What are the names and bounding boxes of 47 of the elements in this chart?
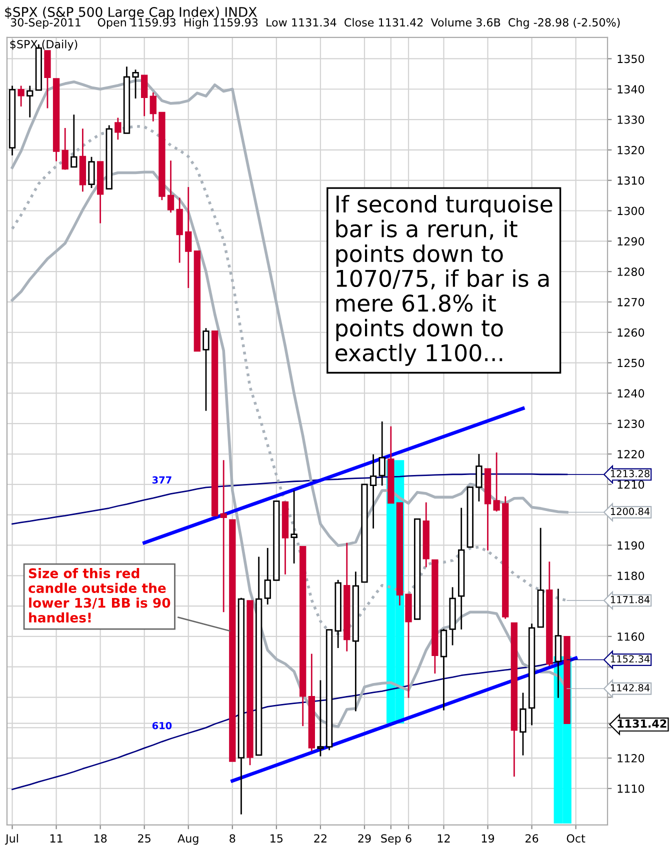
annotation: $SPX (Daily) bbox=[10, 40, 78, 51]
x-tick-label: 22 bbox=[314, 834, 326, 842]
y-tick-label: 1220 bbox=[618, 450, 644, 458]
x-tick-label: Sep bbox=[381, 834, 401, 845]
y-tick-label: 1210 bbox=[618, 480, 644, 489]
x-tick-label: 11 bbox=[50, 834, 62, 842]
y-tick-label: 1230 bbox=[618, 420, 644, 428]
y-tick-label: 1120 bbox=[618, 754, 644, 762]
x-tick-label: 8 bbox=[230, 834, 236, 843]
x-tick-label: 15 bbox=[270, 834, 283, 843]
y-tick-label: 1260 bbox=[618, 328, 644, 337]
annotation: Size of this red candle outside the lower 13/1 BB is 90 handles! bbox=[28, 568, 170, 623]
data-label: 1171.84 bbox=[610, 596, 650, 604]
x-tick-label: 29 bbox=[358, 834, 371, 843]
y-tick-label: 1250 bbox=[618, 358, 644, 368]
data-label: 1200.84 bbox=[610, 508, 650, 516]
x-tick-label: 6 bbox=[406, 834, 412, 843]
x-tick-label: Jul bbox=[4, 834, 18, 845]
x-tick-label: 18 bbox=[94, 834, 107, 843]
y-tick-label: 1240 bbox=[618, 389, 644, 398]
data-label: 1213.28 bbox=[610, 470, 650, 478]
x-tick-label: Aug bbox=[178, 834, 198, 845]
chart-subtitle: 30-Sep-2011 bbox=[10, 18, 80, 29]
data-label: 1152.34 bbox=[610, 655, 650, 663]
y-tick-label: 1270 bbox=[618, 298, 644, 306]
y-tick-label: 1180 bbox=[618, 572, 644, 580]
y-tick-label: 1310 bbox=[618, 176, 644, 185]
annotation: If second turquoise bar is a rerun, it points down to 1070/75, if bar is a mere 61.8% it points down to exactly 1100... bbox=[336, 194, 552, 366]
x-tick-label: 19 bbox=[482, 834, 494, 843]
x-tick-label: 26 bbox=[526, 834, 538, 843]
y-tick-label: 1320 bbox=[618, 146, 644, 154]
series-label: 377 bbox=[152, 476, 172, 484]
data-label: 1142.84 bbox=[610, 684, 650, 692]
y-tick-label: 1280 bbox=[618, 268, 644, 276]
y-tick-label: 1330 bbox=[618, 116, 644, 124]
y-tick-label: 1290 bbox=[618, 237, 644, 246]
y-tick-label: 1340 bbox=[618, 85, 644, 94]
y-tick-label: 1190 bbox=[618, 541, 644, 550]
y-tick-label: 1131.42 bbox=[618, 719, 666, 728]
x-tick-label: 25 bbox=[138, 834, 150, 843]
y-tick-label: 1300 bbox=[618, 206, 644, 216]
y-tick-label: 1350 bbox=[618, 54, 644, 64]
x-tick-label: 12 bbox=[438, 834, 450, 842]
series-label: 610 bbox=[152, 722, 172, 730]
y-tick-label: 1110 bbox=[618, 784, 644, 793]
x-tick-label: Oct bbox=[566, 834, 586, 843]
y-tick-label: 1160 bbox=[618, 632, 644, 641]
